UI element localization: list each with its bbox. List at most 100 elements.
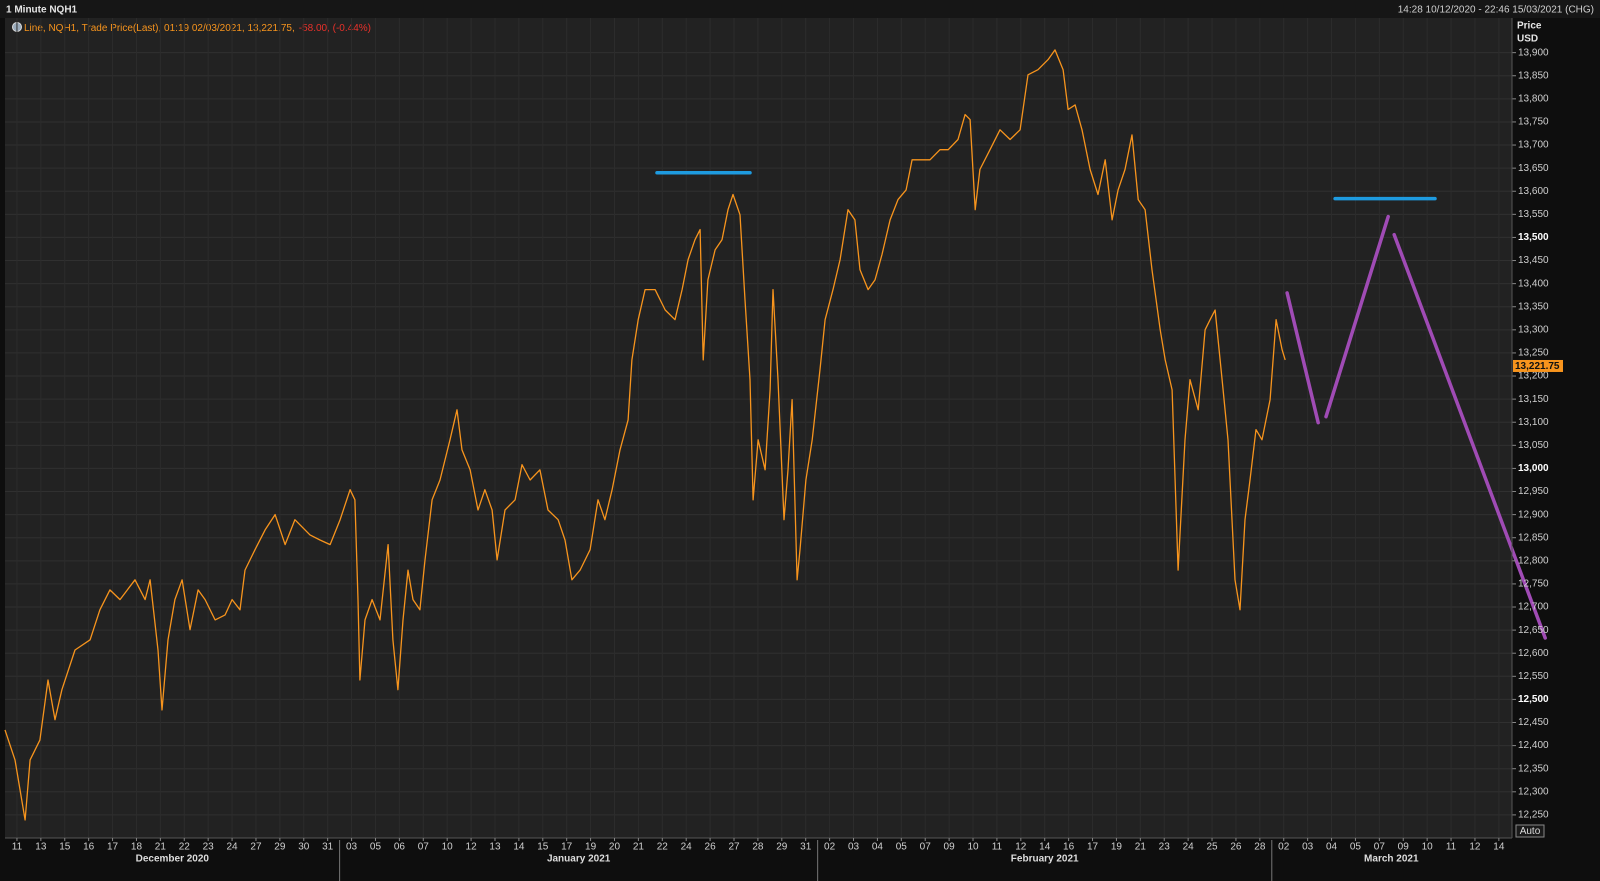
y-tick-label: 12,850 bbox=[1518, 532, 1549, 543]
y-tick-label: 13,000 bbox=[1518, 463, 1549, 474]
x-tick-label: 20 bbox=[609, 842, 621, 853]
x-tick-label: 31 bbox=[322, 842, 334, 853]
x-tick-label: 23 bbox=[1159, 842, 1171, 853]
auto-button-label[interactable]: Auto bbox=[1520, 826, 1541, 837]
x-tick-label: 10 bbox=[442, 842, 454, 853]
month-label: January 2021 bbox=[547, 854, 611, 865]
x-tick-label: 19 bbox=[585, 842, 597, 853]
x-tick-label: 09 bbox=[944, 842, 956, 853]
y-tick-label: 13,100 bbox=[1518, 417, 1549, 428]
x-tick-label: 16 bbox=[1063, 842, 1075, 853]
x-tick-label: 10 bbox=[1422, 842, 1434, 853]
chart-title: 1 Minute NQH1 bbox=[6, 5, 78, 16]
x-tick-label: 21 bbox=[633, 842, 645, 853]
month-label: December 2020 bbox=[136, 854, 210, 865]
y-tick-label: 13,750 bbox=[1518, 117, 1549, 128]
drawn-line bbox=[1324, 214, 1390, 419]
legend-entry: -58.00, (-0.44%) bbox=[299, 23, 371, 34]
drawn-line bbox=[1392, 232, 1547, 640]
legend-entry: Line, NQH1, Trade Price(Last), 01:19 02/… bbox=[24, 23, 295, 34]
x-tick-label: 06 bbox=[394, 842, 406, 853]
x-tick-label: 14 bbox=[513, 842, 525, 853]
x-tick-label: 28 bbox=[1254, 842, 1266, 853]
x-tick-label: 28 bbox=[752, 842, 764, 853]
y-tick-label: 12,600 bbox=[1518, 648, 1549, 659]
y-tick-label: 13,400 bbox=[1518, 278, 1549, 289]
x-tick-label: 27 bbox=[728, 842, 740, 853]
y-tick-label: 12,250 bbox=[1518, 810, 1549, 821]
x-tick-label: 13 bbox=[489, 842, 501, 853]
grid bbox=[5, 18, 1512, 838]
y-tick-label: 12,450 bbox=[1518, 717, 1549, 728]
y-tick-label: 12,700 bbox=[1518, 602, 1549, 613]
x-tick-label: 03 bbox=[346, 842, 358, 853]
x-tick-label: 30 bbox=[298, 842, 310, 853]
y-tick-label: 13,600 bbox=[1518, 186, 1549, 197]
x-tick-label: 07 bbox=[418, 842, 430, 853]
price-line bbox=[4, 49, 1286, 821]
marks bbox=[4, 49, 1547, 821]
drawn-line bbox=[1285, 291, 1320, 425]
x-tick-label: 11 bbox=[12, 842, 23, 853]
auto-button[interactable] bbox=[1515, 824, 1545, 838]
x-tick-label: 22 bbox=[179, 842, 191, 853]
x-tick-label: 16 bbox=[83, 842, 95, 853]
x-tick-label: 12 bbox=[1469, 842, 1481, 853]
x-tick-label: 04 bbox=[872, 842, 884, 853]
plot-area bbox=[5, 18, 1512, 838]
x-tick-label: 23 bbox=[203, 842, 215, 853]
x-tick-label: 09 bbox=[1398, 842, 1410, 853]
x-tick-label: 05 bbox=[370, 842, 382, 853]
y-tick-label: 13,350 bbox=[1518, 301, 1549, 312]
x-tick-label: 12 bbox=[1015, 842, 1027, 853]
x-tick-label: 25 bbox=[1206, 842, 1218, 853]
x-tick-label: 07 bbox=[1374, 842, 1386, 853]
x-tick-label: 29 bbox=[776, 842, 788, 853]
x-tick-label: 05 bbox=[1350, 842, 1362, 853]
y-tick-label: 12,900 bbox=[1518, 509, 1549, 520]
y-tick-label: 12,350 bbox=[1518, 763, 1549, 774]
y-tick-label: 12,650 bbox=[1518, 625, 1549, 636]
x-tick-label: 11 bbox=[1446, 842, 1457, 853]
x-tick-label: 13 bbox=[35, 842, 47, 853]
x-tick-label: 24 bbox=[227, 842, 239, 853]
x-tick-label: 02 bbox=[1278, 842, 1290, 853]
x-tick-label: 31 bbox=[800, 842, 812, 853]
title-bar bbox=[0, 0, 1600, 18]
x-tick-label: 19 bbox=[1111, 842, 1123, 853]
y-axis-label: Price bbox=[1517, 21, 1542, 32]
x-tick-label: 29 bbox=[274, 842, 286, 853]
y-tick-label: 13,500 bbox=[1518, 232, 1549, 243]
y-tick-label: 13,150 bbox=[1518, 394, 1549, 405]
x-tick-label: 26 bbox=[1230, 842, 1242, 853]
x-tick-label: 22 bbox=[657, 842, 669, 853]
y-tick-label: 12,550 bbox=[1518, 671, 1549, 682]
x-tick-label: 21 bbox=[1135, 842, 1147, 853]
x-tick-label: 17 bbox=[561, 842, 573, 853]
x-tick-label: 03 bbox=[848, 842, 860, 853]
y-tick-label: 12,800 bbox=[1518, 555, 1549, 566]
x-tick-label: 07 bbox=[920, 842, 932, 853]
x-tick-label: 24 bbox=[681, 842, 693, 853]
last-price-tag bbox=[1513, 359, 1563, 372]
x-tick-label: 27 bbox=[250, 842, 262, 853]
y-tick-label: 13,550 bbox=[1518, 209, 1549, 220]
y-tick-label: 12,300 bbox=[1518, 786, 1549, 797]
x-tick-label: 24 bbox=[1183, 842, 1195, 853]
y-tick-label: 13,050 bbox=[1518, 440, 1549, 451]
x-tick-label: 18 bbox=[131, 842, 143, 853]
x-tick-label: 15 bbox=[537, 842, 549, 853]
month-label: February 2021 bbox=[1011, 854, 1079, 865]
y-tick-label: 13,300 bbox=[1518, 324, 1549, 335]
y-tick-label: 13,650 bbox=[1518, 163, 1549, 174]
legend: Line, NQH1, Trade Price(Last), 01:19 02/… bbox=[24, 23, 371, 34]
y-tick-label: 13,250 bbox=[1518, 348, 1549, 359]
x-tick-label: 17 bbox=[107, 842, 119, 853]
y-tick-label: 12,400 bbox=[1518, 740, 1549, 751]
month-label: March 2021 bbox=[1364, 854, 1419, 865]
x-tick-label: 17 bbox=[1087, 842, 1099, 853]
time-range: 14:28 10/12/2020 - 22:46 15/03/2021 (CHG… bbox=[1398, 5, 1594, 16]
x-tick-label: 05 bbox=[896, 842, 908, 853]
